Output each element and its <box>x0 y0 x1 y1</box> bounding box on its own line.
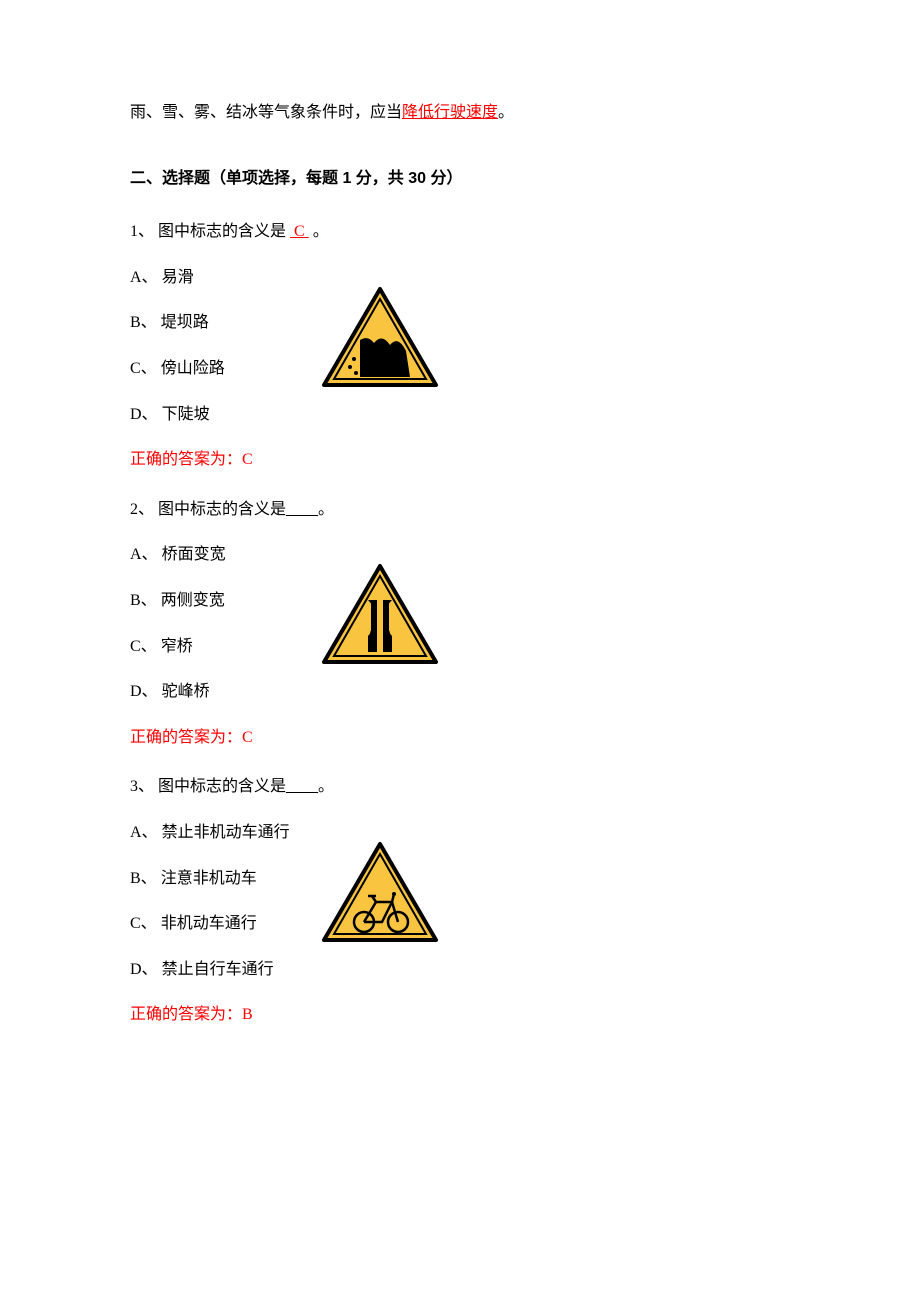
option-c: C、 傍山险路 <box>130 356 790 382</box>
question-prefix: 图中标志的含义是 <box>154 778 286 795</box>
question-number: 3、 <box>130 778 154 795</box>
question-suffix: 。 <box>313 223 329 240</box>
section-title: 二、选择题（单项选择，每题 1 分，共 30 分） <box>130 166 790 192</box>
option-b: B、 注意非机动车 <box>130 866 790 892</box>
option-c: C、 非机动车通行 <box>130 911 790 937</box>
option-c: C、 窄桥 <box>130 634 790 660</box>
sign-cliff-icon <box>320 285 440 398</box>
intro-text: 雨、雪、雾、结冰等气象条件时，应当降低行驶速度。 <box>130 100 790 126</box>
question-stem: 2、 图中标志的含义是____。 <box>130 497 790 523</box>
intro-highlighted: 降低行驶速度 <box>402 104 498 121</box>
option-a: A、 易滑 <box>130 265 790 291</box>
option-a: A、 桥面变宽 <box>130 542 790 568</box>
question-number: 1、 <box>130 223 154 240</box>
options-container: A、 易滑 B、 堤坝路 C、 傍山险路 D、 下陡坡 <box>130 265 790 427</box>
options-container: A、 禁止非机动车通行 B、 注意非机动车 C、 非机动车通行 D、 禁止自行车… <box>130 820 790 982</box>
question-prefix: 图中标志的含义是 <box>154 223 286 240</box>
question-suffix: 。 <box>318 501 334 518</box>
option-a: A、 禁止非机动车通行 <box>130 820 790 846</box>
option-d: D、 驼峰桥 <box>130 679 790 705</box>
option-d: D、 禁止自行车通行 <box>130 957 790 983</box>
question-answer-blank: C <box>286 223 313 240</box>
correct-answer: 正确的答案为：C <box>130 725 790 751</box>
options-container: A、 桥面变宽 B、 两侧变宽 C、 窄桥 D、 驼峰桥 <box>130 542 790 704</box>
question-suffix: 。 <box>318 778 334 795</box>
question-block: 1、 图中标志的含义是 C 。 A、 易滑 B、 堤坝路 C、 傍山险路 D、 … <box>130 219 790 473</box>
question-blank: ____ <box>286 497 318 523</box>
question-block: 3、 图中标志的含义是____。 A、 禁止非机动车通行 B、 注意非机动车 C… <box>130 774 790 1028</box>
intro-suffix: 。 <box>498 104 514 121</box>
question-block: 2、 图中标志的含义是____。 A、 桥面变宽 B、 两侧变宽 C、 窄桥 D… <box>130 497 790 751</box>
question-number: 2、 <box>130 501 154 518</box>
option-d: D、 下陡坡 <box>130 402 790 428</box>
question-stem: 3、 图中标志的含义是____。 <box>130 774 790 800</box>
option-b: B、 两侧变宽 <box>130 588 790 614</box>
sign-narrow-icon <box>320 562 440 675</box>
question-blank: ____ <box>286 774 318 800</box>
correct-answer: 正确的答案为：C <box>130 447 790 473</box>
intro-prefix: 雨、雪、雾、结冰等气象条件时，应当 <box>130 104 402 121</box>
sign-bicycle-icon <box>320 840 440 953</box>
question-prefix: 图中标志的含义是 <box>154 501 286 518</box>
option-b: B、 堤坝路 <box>130 310 790 336</box>
correct-answer: 正确的答案为：B <box>130 1002 790 1028</box>
question-stem: 1、 图中标志的含义是 C 。 <box>130 219 790 245</box>
